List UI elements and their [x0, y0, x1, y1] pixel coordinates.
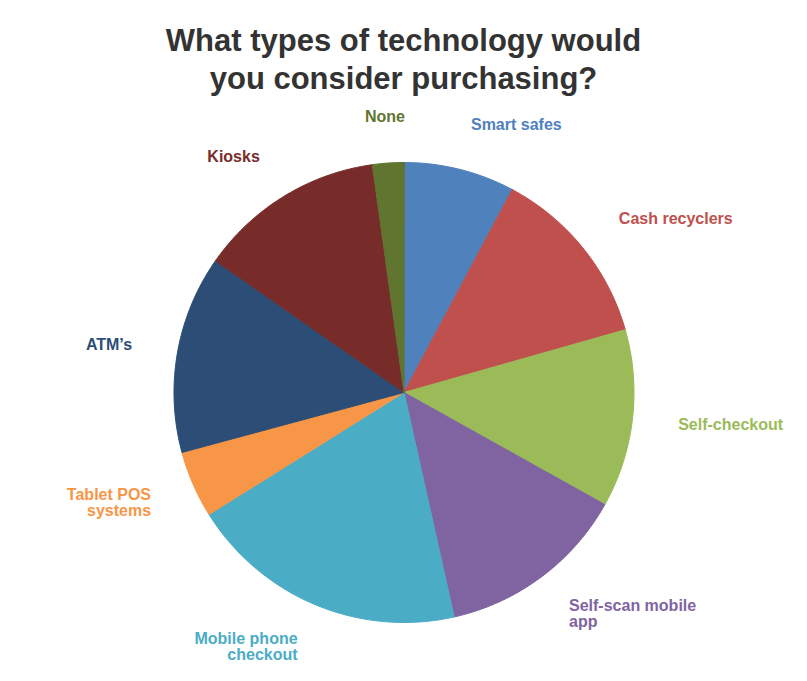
html-text:What types of technology would: What types of technology would you consi… — [165, 23, 642, 96]
svg-text:None: None — [365, 108, 405, 125]
svg-text:ATM’s: ATM’s — [86, 336, 132, 353]
svg-text:Tablet POSsystems: Tablet POSsystems — [67, 486, 151, 519]
svg-text:Self-checkout: Self-checkout — [678, 416, 784, 433]
svg-text:Kiosks: Kiosks — [207, 148, 260, 165]
svg-text:Cash recyclers: Cash recyclers — [619, 210, 733, 227]
svg-text:Smart safes: Smart safes — [471, 116, 562, 133]
svg-text:Mobile phonecheckout: Mobile phonecheckout — [194, 630, 298, 663]
svg-text:Self-scan mobileapp: Self-scan mobileapp — [569, 597, 696, 630]
